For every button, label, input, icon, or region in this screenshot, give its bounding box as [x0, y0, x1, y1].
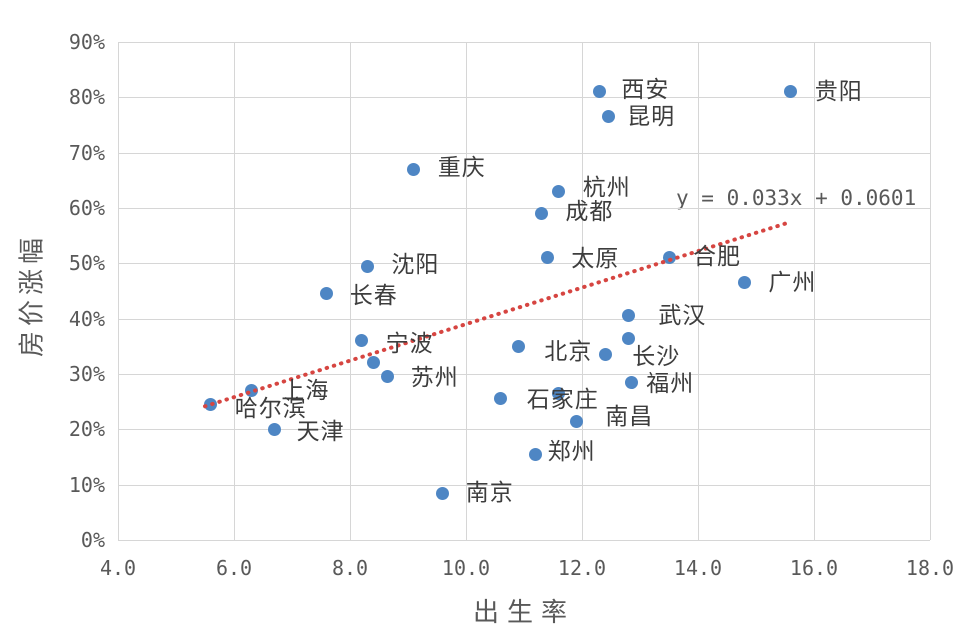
data-point — [511, 339, 525, 353]
y-tick-label: 10% — [68, 472, 105, 497]
data-point-label: 郑州 — [547, 438, 596, 465]
data-point-label: 宁波 — [385, 329, 434, 356]
data-point — [624, 375, 638, 389]
x-tick-label: 12.0 — [557, 556, 607, 580]
data-point-label: 西安 — [621, 75, 670, 102]
gridline-vertical — [350, 42, 351, 540]
data-point — [534, 207, 548, 220]
data-point — [540, 251, 554, 265]
x-tick-label: 4.0 — [99, 556, 137, 580]
gridline-horizontal — [118, 318, 930, 320]
y-tick-label: 0% — [80, 528, 105, 552]
data-point — [737, 276, 751, 290]
gridline-vertical — [234, 42, 235, 540]
x-axis-title: 出生率 — [472, 597, 576, 627]
data-point-label: 长沙 — [632, 342, 681, 369]
data-point — [621, 331, 635, 345]
data-point — [366, 356, 380, 370]
data-point-label: 武汉 — [658, 301, 707, 328]
gridline-horizontal — [118, 42, 930, 43]
x-tick-label: 6.0 — [215, 556, 253, 580]
gridline-vertical — [698, 42, 699, 540]
data-point — [381, 370, 395, 384]
gridline-vertical — [814, 42, 815, 540]
trendline-equation: y = 0.033x + 0.0601 — [676, 186, 917, 210]
x-tick-label: 14.0 — [673, 556, 723, 580]
data-point-label: 昆明 — [627, 102, 676, 129]
data-point-label: 天津 — [296, 418, 345, 445]
data-point-label: 太原 — [571, 244, 620, 271]
data-point-label: 重庆 — [437, 154, 486, 181]
gridline-horizontal — [118, 97, 930, 99]
gridline-vertical — [930, 42, 931, 540]
x-tick-label: 16.0 — [789, 556, 839, 580]
data-point-label: 合肥 — [693, 242, 741, 269]
gridline-horizontal — [118, 263, 930, 265]
data-point-label: 石家庄 — [526, 385, 599, 412]
data-point — [784, 85, 798, 99]
data-point-label: 南京 — [465, 479, 514, 505]
data-point-label: 贵阳 — [814, 77, 863, 104]
data-point — [320, 287, 334, 301]
y-tick-label: 70% — [68, 140, 105, 165]
plot-area: 哈尔滨 上海天津 长春宁波 沈阳苏州 重庆南京 石家庄 北京郑州 成都太原 杭州南昌 西安长沙 昆明… — [118, 42, 931, 541]
gridline-horizontal — [118, 540, 930, 541]
data-point-label: 杭州 — [582, 174, 631, 201]
y-tick-label: 90% — [68, 30, 105, 54]
data-point-label: 苏州 — [410, 363, 459, 390]
gridline-horizontal — [118, 152, 930, 154]
data-point — [268, 422, 282, 436]
data-point — [494, 392, 508, 406]
data-point — [569, 414, 583, 428]
data-point-label: 广州 — [768, 268, 817, 295]
data-point — [436, 486, 450, 500]
gridline-vertical — [466, 42, 467, 540]
y-tick-label: 60% — [68, 196, 105, 220]
data-point — [592, 85, 606, 99]
data-point-label: 哈尔滨 — [234, 395, 307, 422]
data-point — [662, 251, 676, 265]
data-point — [598, 348, 612, 362]
gridline-vertical — [582, 42, 583, 540]
data-point-label: 长春 — [349, 281, 398, 308]
y-tick-label: 80% — [68, 85, 105, 110]
data-point — [360, 259, 374, 273]
x-tick-label: 18.0 — [905, 556, 955, 580]
data-point-label: 成都 — [565, 197, 614, 224]
y-tick-label: 30% — [68, 362, 105, 386]
x-tick-label: 10.0 — [441, 556, 491, 580]
data-point — [552, 184, 566, 198]
gridline-horizontal — [118, 208, 930, 209]
gridline-horizontal — [118, 429, 930, 431]
data-point-label: 上海 — [281, 376, 330, 403]
data-point-label: 福州 — [646, 370, 695, 397]
data-point — [601, 110, 615, 124]
data-point-label: 北京 — [544, 338, 593, 365]
data-point — [621, 309, 635, 323]
data-point — [355, 334, 369, 348]
data-point — [552, 386, 566, 400]
data-point-label: 沈阳 — [391, 251, 440, 278]
data-point — [407, 162, 421, 176]
gridline-vertical — [118, 42, 119, 540]
y-tick-label: 50% — [68, 251, 105, 276]
data-point — [529, 447, 543, 461]
gridline-horizontal — [118, 484, 930, 486]
y-tick-label: 40% — [68, 306, 105, 331]
x-tick-label: 8.0 — [331, 556, 369, 580]
data-point-label: 南昌 — [605, 403, 654, 429]
y-tick-label: 20% — [68, 417, 105, 442]
gridline-horizontal — [118, 374, 930, 375]
